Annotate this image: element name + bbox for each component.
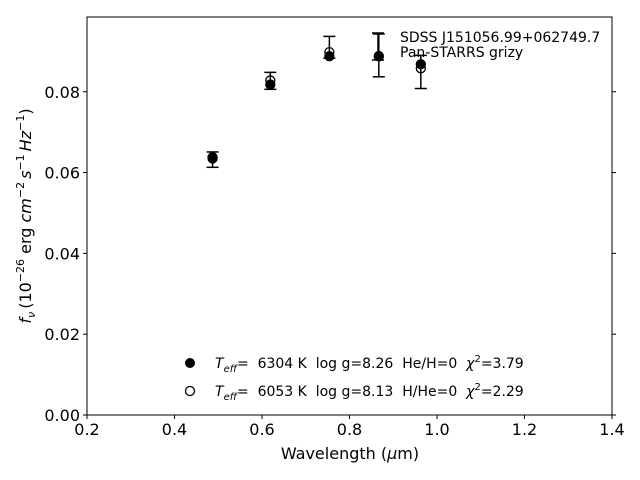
y-tick-label: 0.00 [44,406,80,425]
chi-exponent: 2 [474,382,480,393]
t-symbol: T [215,384,225,400]
x-axis-label: Wavelength (μm) [281,444,419,463]
model-params: = 6304 K log g=8.26 He/H=0 [237,356,466,372]
open-model-point [324,47,335,58]
eff-subscript: eff [224,364,239,375]
y-tick-label: 0.06 [44,164,80,183]
chi-value: =3.79 [481,356,524,372]
x-tick-label: 1.4 [599,420,624,439]
open-marker-icon [184,385,196,397]
y-tick-label: 0.02 [44,325,80,344]
y-tick-label: 0.04 [44,244,80,263]
model-annotation-2: Teff= 6053 K log g=8.13 H/He=0 χ2=2.29 [184,382,524,403]
model-params: = 6053 K log g=8.13 H/He=0 [237,384,466,400]
y-axis-label: fν(10−26 erg cm−2s−1Hz−1) [14,108,38,323]
y-axis-ticks: 0.00 0.02 0.04 0.06 0.08 [44,83,616,425]
eff-subscript: eff [224,392,239,403]
t-symbol: T [215,356,225,372]
x-tick-label: 0.6 [249,420,274,439]
open-model-point [265,75,276,86]
data-points [207,47,426,164]
x-tick-label: 0.2 [74,420,99,439]
chi-value: =2.29 [481,384,524,400]
open-model-point [207,153,218,164]
legend-label-sdss: SDSS J151056.99+062749.7 [400,30,600,46]
legend-label-panstarrs: Pan-STARRS grizy [400,45,523,61]
x-tick-label: 1.0 [424,420,449,439]
svg-text:Teff= 6053 K log g=8.13 H/H: Teff= 6053 K log g=8.13 H/He=0 χ2=2.29 [215,382,524,403]
y-tick-label: 0.08 [44,83,80,102]
x-tick-label: 0.8 [337,420,362,439]
filled-marker-icon [185,358,195,368]
x-tick-label: 0.4 [162,420,187,439]
legend: SDSS J151056.99+062749.7 Pan-STARRS griz… [372,30,600,61]
plot-area [86,16,613,416]
chi-symbol: χ [465,356,475,372]
svg-text:Teff= 6304 K log g=8.26 He/: Teff= 6304 K log g=8.26 He/H=0 χ2=3.79 [215,354,524,375]
chi-exponent: 2 [474,354,480,365]
x-axis-ticks: 0.2 0.4 0.6 0.8 1.0 1.2 1.4 [74,415,625,439]
open-model-point [415,63,426,74]
chi-symbol: χ [465,384,475,400]
model-annotation-1: Teff= 6304 K log g=8.26 He/H=0 χ2=3.79 [185,354,524,375]
x-tick-label: 1.2 [512,420,537,439]
